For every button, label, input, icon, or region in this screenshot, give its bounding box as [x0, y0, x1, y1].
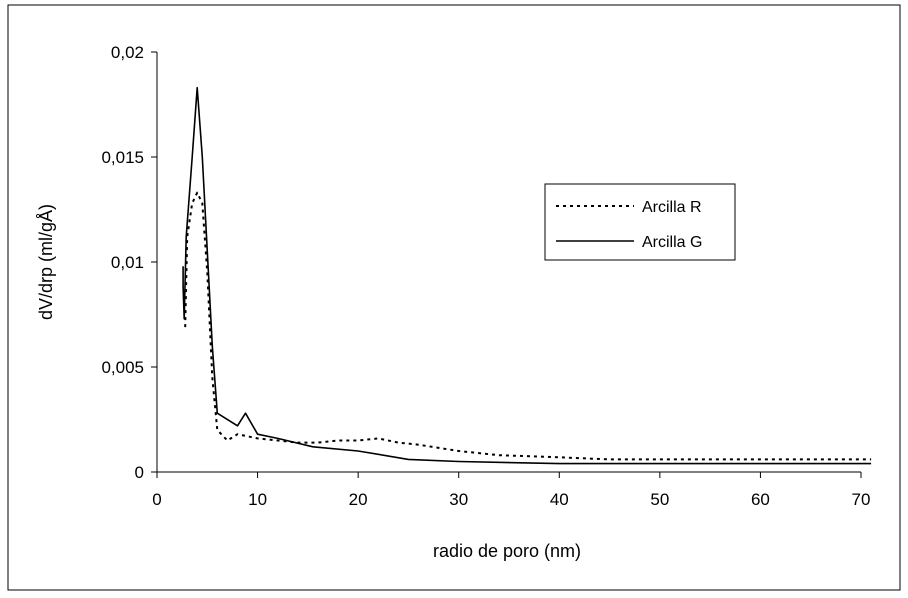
y-tick-label: 0,01 — [111, 253, 144, 272]
x-tick-label: 60 — [751, 490, 770, 509]
x-tick-label: 40 — [550, 490, 569, 509]
x-tick-label: 70 — [852, 490, 871, 509]
axes-layer: 0 0,005 0,01 0,015 0,02 0 10 20 30 40 50 60 70 — [101, 43, 870, 509]
x-axis-title: radio de poro (nm) — [433, 541, 581, 561]
x-tick-label: 20 — [349, 490, 368, 509]
series-line-arcilla-r — [184, 191, 872, 461]
x-tick-label: 0 — [152, 490, 161, 509]
y-tick-label: 0,005 — [101, 358, 144, 377]
y-axis-title: dV/drp (ml/gÅ) — [36, 204, 56, 320]
y-tick-label: 0,015 — [101, 148, 144, 167]
legend-label-arcilla-g: Arcilla G — [642, 234, 702, 251]
x-tick-label: 10 — [248, 490, 267, 509]
series-line-arcilla-g — [182, 86, 872, 465]
y-tick-label: 0 — [135, 463, 144, 482]
y-tick-label: 0,02 — [111, 43, 144, 62]
legend-label-arcilla-r: Arcilla R — [642, 199, 702, 216]
series-layer — [182, 86, 872, 465]
x-tick-label: 50 — [650, 490, 669, 509]
x-tick-label: 30 — [449, 490, 468, 509]
legend: Arcilla R Arcilla G — [544, 183, 736, 261]
legend-box — [544, 183, 736, 261]
chart-frame — [7, 4, 901, 591]
